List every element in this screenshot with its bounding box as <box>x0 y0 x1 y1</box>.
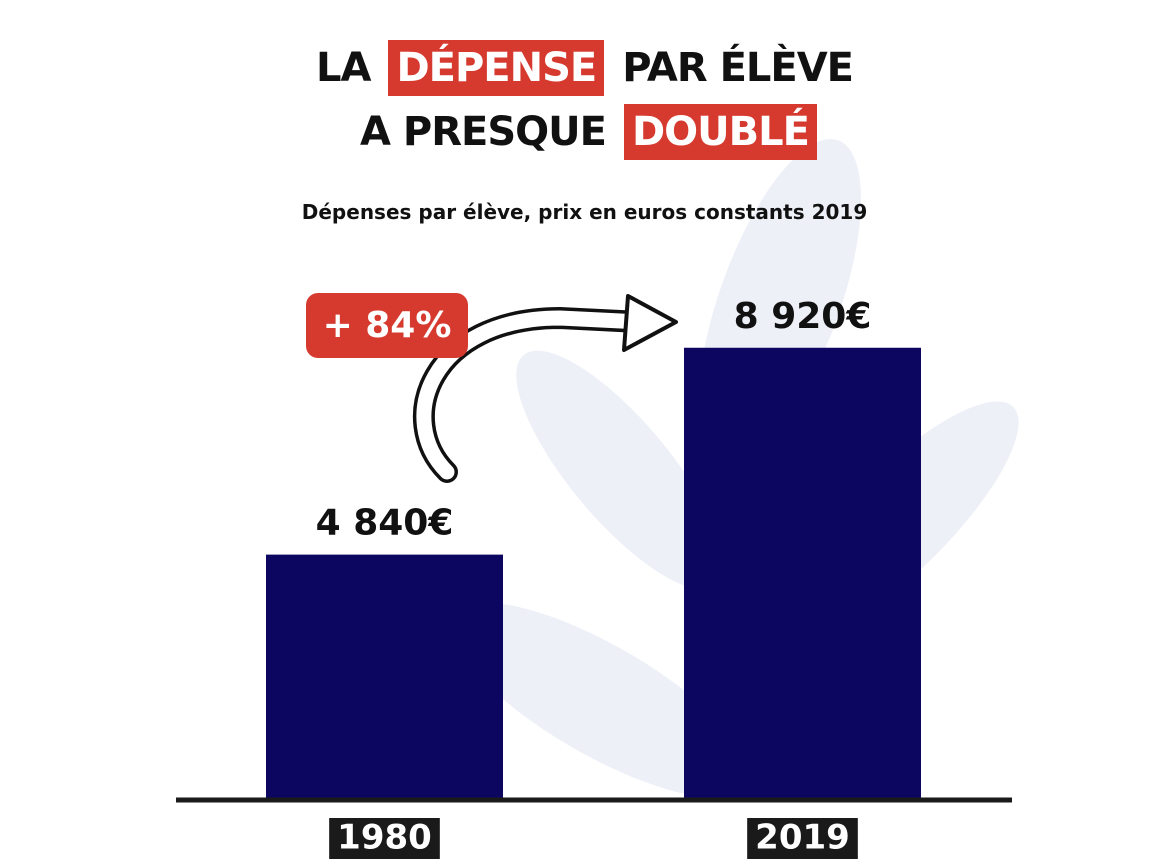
bar <box>266 554 503 800</box>
title-part: A PRESQUE <box>360 109 607 155</box>
x-tick-label: 1980 <box>337 818 432 858</box>
x-tick-label-box <box>329 818 440 859</box>
bar <box>684 347 921 800</box>
title-part: LA <box>316 45 371 91</box>
title-line: LA DÉPENSE PAR ÉLÈVE <box>0 36 1169 100</box>
title-line: A PRESQUE DOUBLÉ <box>0 100 1169 164</box>
title-part: DÉPENSE <box>388 40 605 96</box>
value-label: 4 840€ <box>316 503 454 544</box>
arrow <box>412 294 678 483</box>
subtitle: Dépenses par élève, prix en euros consta… <box>301 200 868 224</box>
leaf <box>516 350 724 590</box>
title: LA DÉPENSE PAR ÉLÈVE A PRESQUE DOUBLÉ <box>0 36 1169 164</box>
arrow-head <box>622 294 678 352</box>
x-tick-label: 2019 <box>755 818 850 858</box>
title-part: PAR ÉLÈVE <box>622 45 854 91</box>
title-part: DOUBLÉ <box>623 104 817 160</box>
x-tick-label-box <box>747 818 858 859</box>
leaf <box>450 602 750 798</box>
annotation: + 84% <box>306 293 468 358</box>
arrow-body <box>416 310 648 480</box>
value-label: 8 920€ <box>734 296 872 337</box>
